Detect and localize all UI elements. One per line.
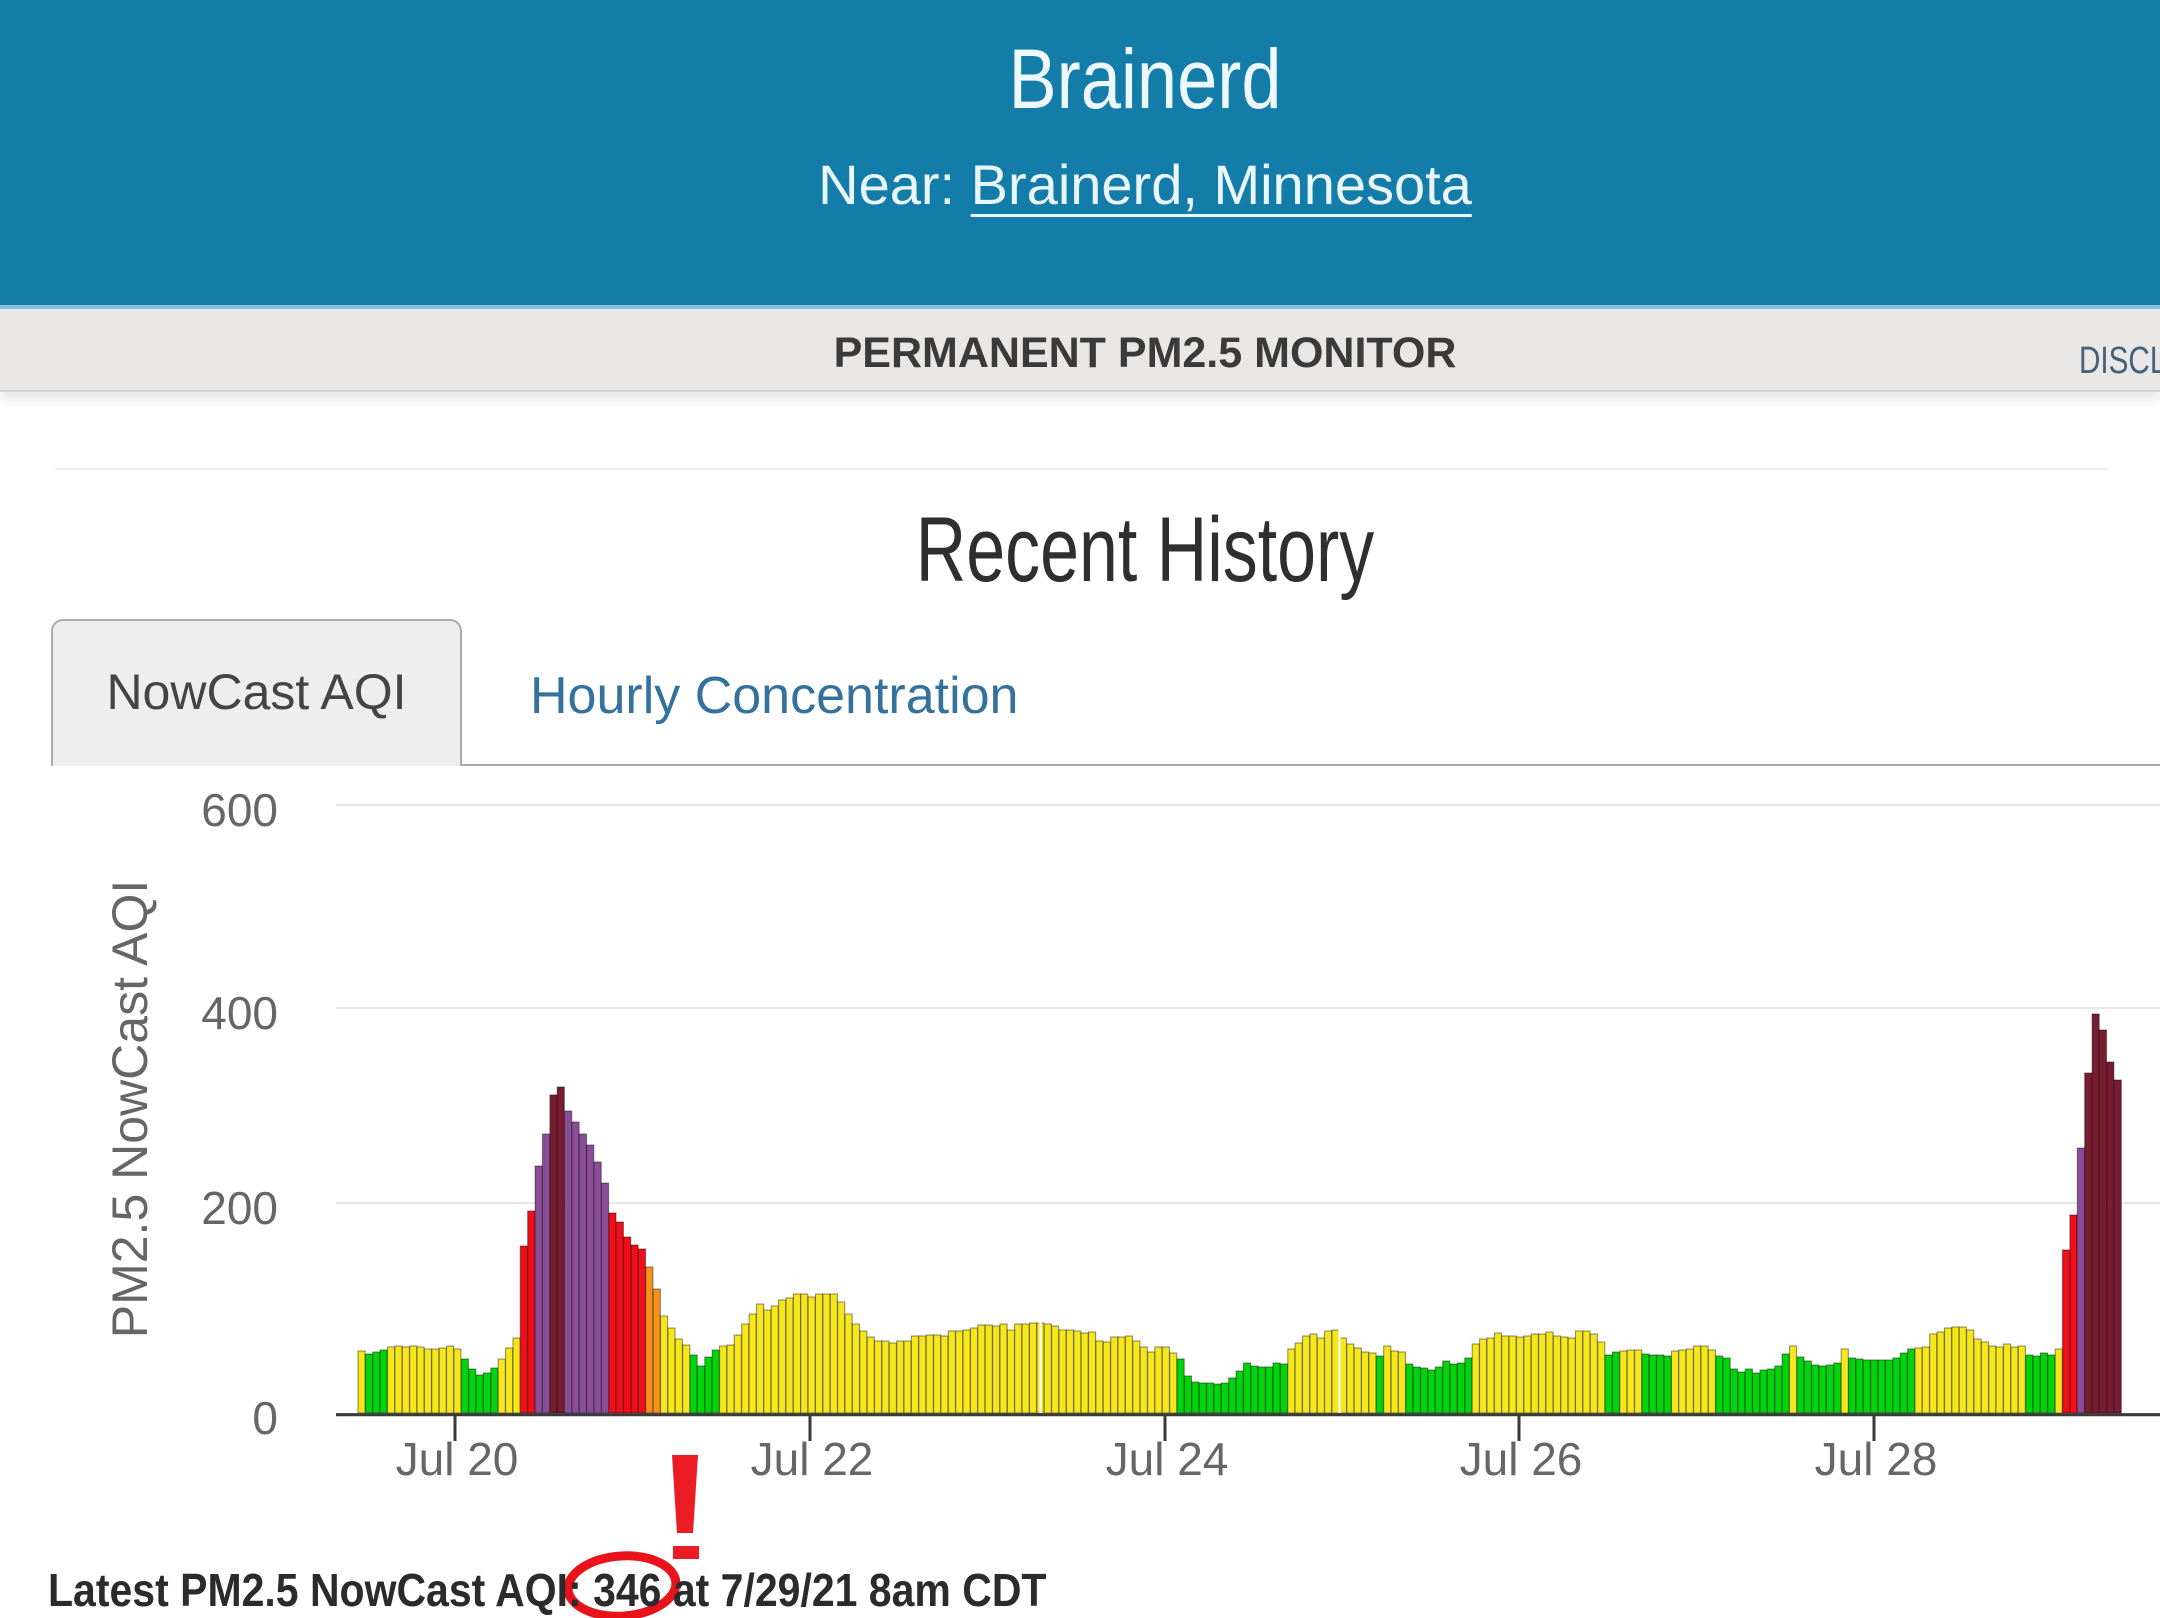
svg-text:600: 600 [201, 784, 278, 836]
svg-text:400: 400 [201, 987, 278, 1039]
svg-text:0: 0 [252, 1392, 278, 1444]
svg-text:Jul 22: Jul 22 [751, 1433, 874, 1485]
svg-text:Jul 24: Jul 24 [1106, 1433, 1229, 1485]
svg-text:Jul 28: Jul 28 [1815, 1433, 1938, 1485]
svg-text:PM2.5 NowCast AQI: PM2.5 NowCast AQI [102, 880, 158, 1339]
svg-text:Jul 20: Jul 20 [396, 1433, 519, 1485]
svg-text:Jul 26: Jul 26 [1460, 1433, 1583, 1485]
svg-text:200: 200 [201, 1182, 278, 1234]
